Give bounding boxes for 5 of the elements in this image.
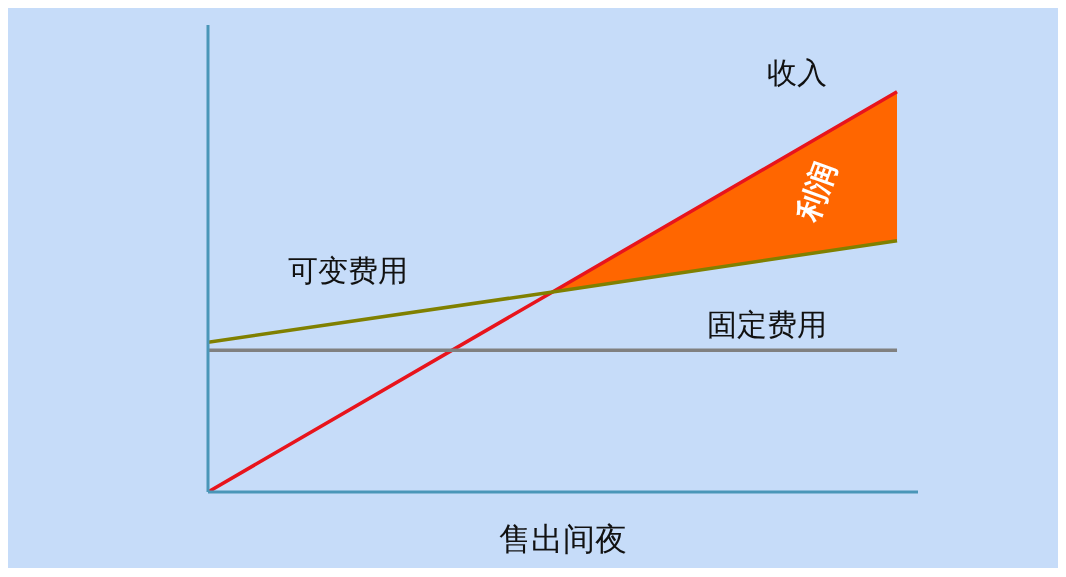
annotation: 利润 [788,156,844,227]
series-label: 可变费用 [288,252,408,291]
series-label: 固定费用 [707,306,828,345]
series-label: 收入 [767,53,828,92]
x-axis-title: 售出间夜 [498,519,628,560]
